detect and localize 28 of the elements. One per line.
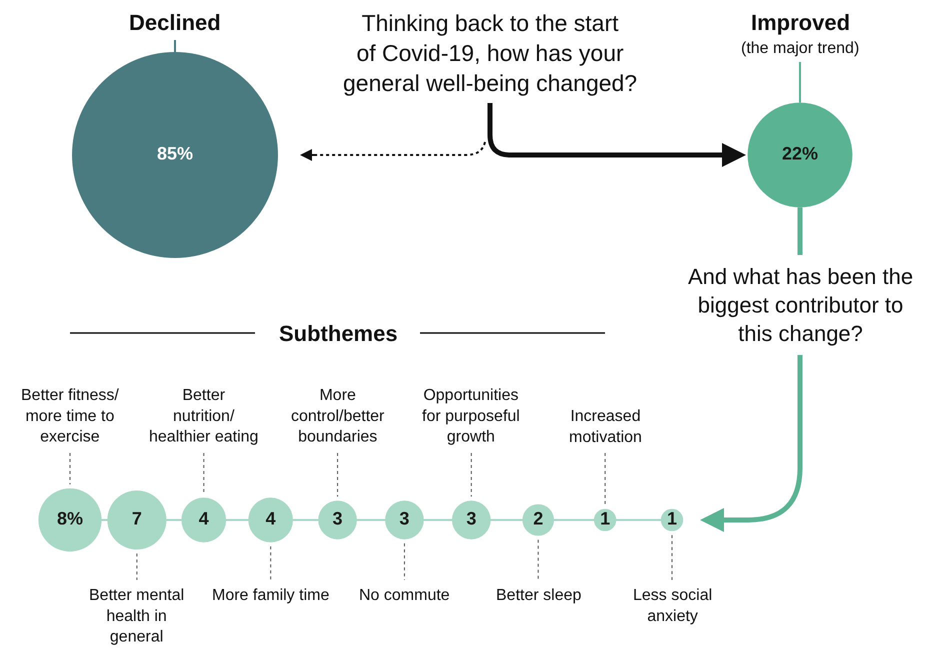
data-label: 85% [156, 144, 194, 164]
category-label: Improved [751, 10, 850, 35]
category-label: Opportunities for purposeful growth [422, 387, 520, 446]
category-label: Better mental health in general [89, 587, 184, 646]
category-label: More family time [212, 587, 330, 604]
category-label: Increased motivation [569, 408, 642, 446]
category-label: Better fitness/ more time to exercise [21, 387, 120, 446]
text: And what has been the biggest contributor to this change? [688, 264, 914, 346]
data-label: 1 [600, 508, 610, 528]
data-label: 4 [266, 508, 276, 528]
category-label: More control/better boundaries [291, 387, 386, 446]
data-label: 1 [666, 508, 678, 528]
data-label: 22% [782, 144, 818, 164]
data-label: 3 [332, 508, 343, 528]
text: Subthemes [279, 321, 398, 346]
category-label: Better sleep [496, 587, 582, 604]
data-label: 4 [198, 508, 209, 528]
data-label: 7 [132, 508, 142, 528]
text: Thinking back to the start of Covid-19, how has your general well-being changed? [343, 10, 638, 96]
category-label: Declined [129, 10, 221, 35]
data-label: 3 [399, 508, 410, 528]
text: (the major trend) [741, 40, 860, 57]
data-label: 8% [56, 508, 84, 528]
category-label: Less social anxiety [633, 587, 712, 625]
category-label: No commute [359, 587, 450, 604]
data-label: 2 [533, 508, 544, 528]
data-label: 3 [466, 508, 476, 528]
category-label: Better nutrition/ healthier eating [149, 387, 258, 446]
